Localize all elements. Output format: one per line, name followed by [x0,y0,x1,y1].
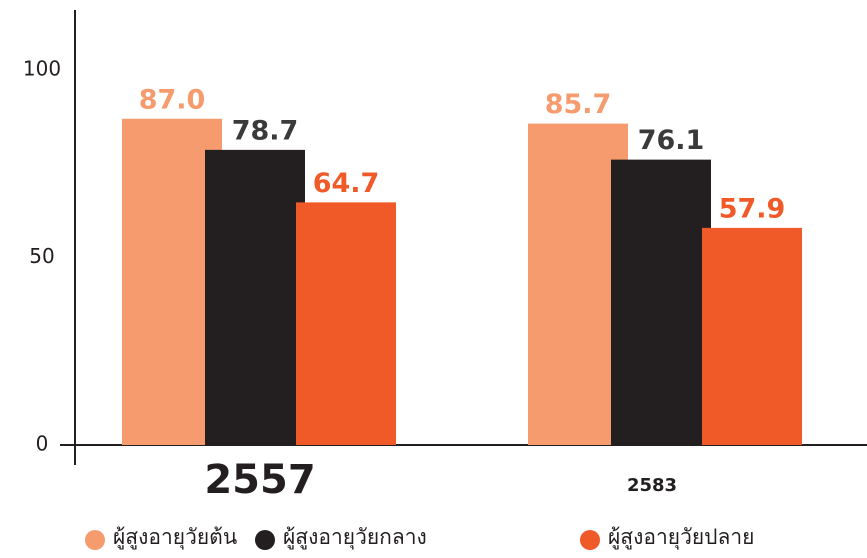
legend-label: ผู้สูงอายุวัยปลาย [608,525,754,550]
y-tick-label: 0 [36,432,49,456]
data-label: 57.9 [719,193,786,224]
y-tick-label: 100 [23,57,61,81]
legend-label: ผู้สูงอายุวัยต้น [113,525,237,550]
legend-swatch [255,530,275,550]
legend-label: ผู้สูงอายุวัยกลาง [283,525,427,550]
bar [205,149,305,445]
data-label: 76.1 [638,125,705,156]
legend-swatch [85,530,105,550]
data-label: 87.0 [139,84,206,115]
bar [611,159,711,445]
data-label: 78.7 [232,115,299,146]
data-label: 85.7 [545,89,612,120]
bar [296,202,396,445]
x-tick-label: 2583 [627,475,677,496]
x-tick-label: 2557 [204,457,315,503]
y-tick-label: 50 [29,244,54,268]
bar [702,227,802,445]
data-label: 64.7 [313,168,380,199]
legend-swatch [580,530,600,550]
